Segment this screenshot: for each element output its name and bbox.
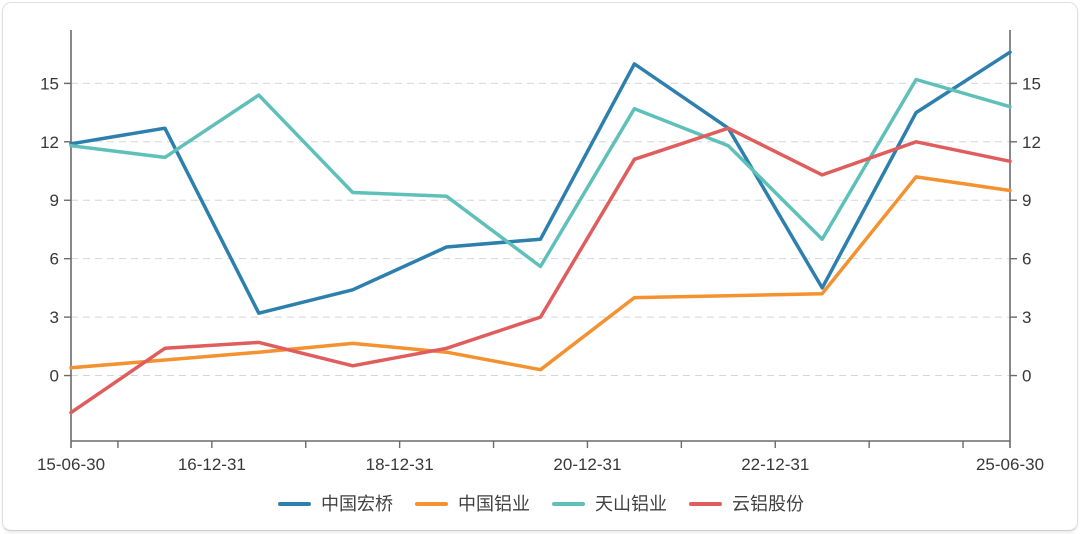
- legend-item-3[interactable]: 云铝股份: [689, 491, 804, 517]
- series-line-3: [69, 126, 1012, 415]
- y-tick-label-left: 0: [50, 367, 59, 386]
- legend-item-1[interactable]: 中国铝业: [415, 491, 530, 517]
- x-tick-label: 22-12-31: [741, 455, 809, 474]
- legend-label: 天山铝业: [595, 494, 667, 514]
- y-tick-label-right: 9: [1022, 191, 1031, 210]
- legend-item-0[interactable]: 中国宏桥: [278, 491, 393, 517]
- y-tick-label-left: 3: [50, 308, 59, 327]
- legend-label: 云铝股份: [732, 494, 804, 514]
- y-tick-label-right: 6: [1022, 250, 1031, 269]
- y-tick-label-right: 15: [1022, 74, 1041, 93]
- y-tick-label-left: 6: [50, 250, 59, 269]
- legend-swatch-icon: [552, 502, 585, 506]
- x-tick-label: 20-12-31: [553, 455, 621, 474]
- series-line-2: [69, 77, 1012, 269]
- y-tick-label-left: 9: [50, 191, 59, 210]
- chart-legend: 中国宏桥 中国铝业 天山铝业 云铝股份: [3, 491, 1077, 517]
- y-tick-label-left: 15: [40, 74, 59, 93]
- legend-label: 中国宏桥: [321, 494, 393, 514]
- x-tick-label: 15-06-30: [37, 455, 105, 474]
- y-tick-label-left: 12: [40, 133, 59, 152]
- legend-item-2[interactable]: 天山铝业: [552, 491, 667, 517]
- y-tick-label-right: 0: [1022, 367, 1031, 386]
- legend-swatch-icon: [689, 502, 722, 506]
- y-tick-label-right: 12: [1022, 133, 1041, 152]
- y-tick-label-right: 3: [1022, 308, 1031, 327]
- series-line-1: [69, 175, 1012, 372]
- series-line-0: [69, 50, 1012, 315]
- legend-label: 中国铝业: [458, 494, 530, 514]
- x-tick-label: 16-12-31: [178, 455, 246, 474]
- legend-swatch-icon: [278, 502, 311, 506]
- legend-swatch-icon: [415, 502, 448, 506]
- x-tick-label: 25-06-30: [976, 455, 1044, 474]
- x-tick-label: 18-12-31: [366, 455, 434, 474]
